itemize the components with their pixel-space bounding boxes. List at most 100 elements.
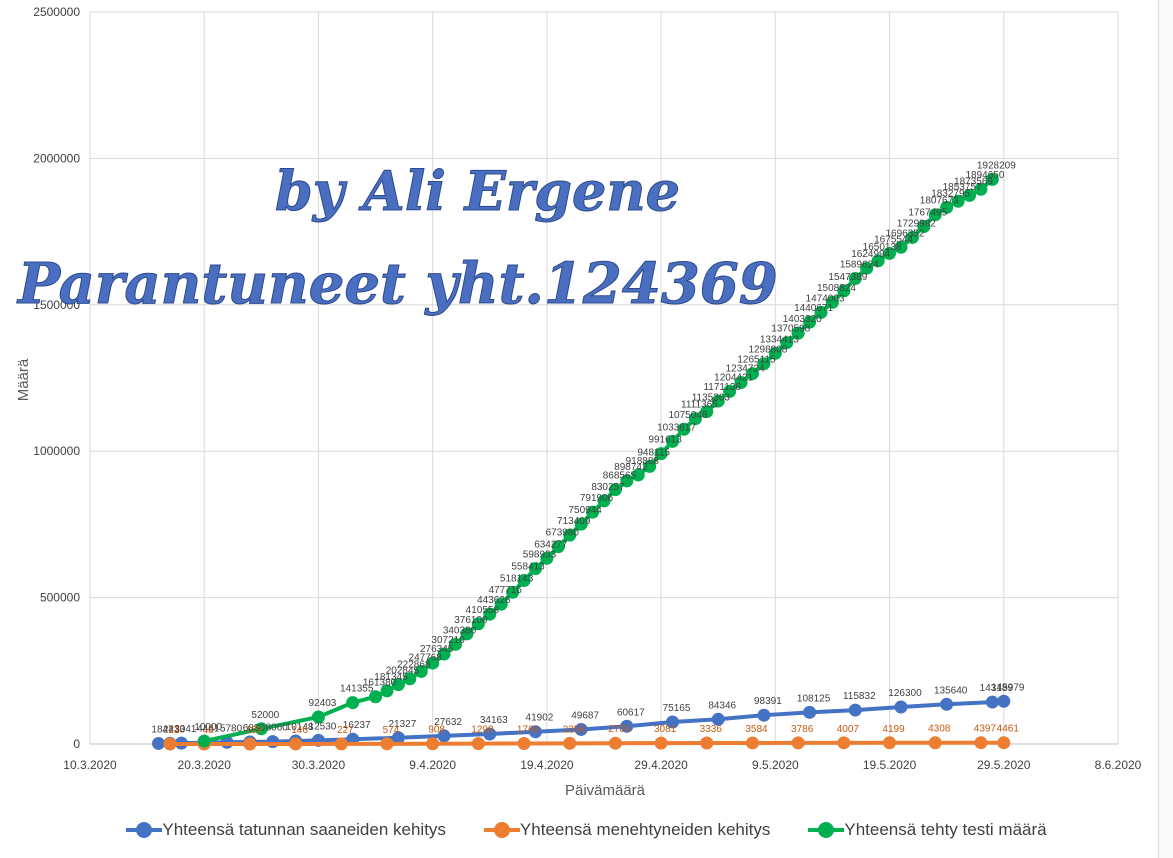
legend-item-deaths: Yhteensä menehtyneiden kehitys bbox=[483, 820, 770, 840]
data-label: 307210 bbox=[431, 635, 465, 646]
data-label: 1204421 bbox=[714, 372, 753, 383]
data-label: 4461 bbox=[197, 724, 220, 735]
data-label: 12530 bbox=[309, 721, 337, 732]
data-point bbox=[814, 305, 828, 319]
x-tick-label: 8.6.2020 bbox=[1095, 758, 1142, 772]
data-label: 410558 bbox=[466, 605, 500, 616]
data-label: 868565 bbox=[603, 471, 637, 482]
data-point bbox=[608, 736, 622, 750]
data-point bbox=[871, 254, 885, 268]
data-point bbox=[517, 736, 531, 750]
data-label: 276345 bbox=[420, 644, 454, 655]
legend: Yhteensä tatunnan saaneiden kehitys Yhte… bbox=[0, 820, 1173, 840]
data-point bbox=[905, 230, 919, 244]
data-point bbox=[654, 447, 668, 461]
data-label: 1847 bbox=[151, 724, 174, 735]
data-label: 673980 bbox=[546, 528, 580, 539]
data-label: 898742 bbox=[614, 462, 648, 473]
data-label: 634277 bbox=[534, 539, 568, 550]
data-point bbox=[608, 483, 622, 497]
data-point bbox=[745, 736, 759, 750]
data-label: 1234724 bbox=[726, 363, 765, 374]
data-point bbox=[528, 725, 542, 739]
data-point bbox=[734, 375, 748, 389]
data-label: 10000 bbox=[194, 722, 222, 733]
data-label: 3041 bbox=[174, 724, 197, 735]
data-point bbox=[494, 597, 508, 611]
data-label: 202845 bbox=[386, 666, 420, 677]
data-point bbox=[620, 474, 634, 488]
data-point bbox=[951, 194, 965, 208]
data-label: 1298808 bbox=[748, 345, 787, 356]
data-label: 1675544 bbox=[874, 234, 913, 245]
data-label: 908 bbox=[428, 725, 445, 736]
data-label: 5780 bbox=[220, 723, 243, 734]
data-label: 991613 bbox=[648, 435, 682, 446]
data-point bbox=[883, 246, 897, 260]
data-label: 1589624 bbox=[840, 260, 879, 271]
data-point bbox=[540, 551, 554, 565]
series-layer bbox=[152, 172, 1011, 751]
scrollbar-strip[interactable] bbox=[1158, 0, 1173, 858]
data-point bbox=[654, 736, 668, 750]
data-point bbox=[471, 617, 485, 631]
data-point bbox=[506, 585, 520, 599]
data-point bbox=[289, 737, 303, 751]
gridlines bbox=[89, 11, 1119, 745]
data-point bbox=[837, 736, 851, 750]
data-point bbox=[803, 705, 817, 719]
data-point bbox=[334, 737, 348, 751]
data-point bbox=[974, 182, 988, 196]
chart: 0 500000 1000000 1500000 2000000 2500000 10.3… bbox=[15, 5, 1142, 799]
data-point bbox=[563, 736, 577, 750]
data-label: 4461 bbox=[997, 724, 1020, 735]
data-label: 1624994 bbox=[851, 249, 890, 260]
data-label: 143189 bbox=[980, 683, 1014, 694]
watermark-recovered: Parantuneet yht.124369 bbox=[16, 251, 778, 317]
data-point bbox=[597, 494, 611, 508]
data-point bbox=[380, 684, 394, 698]
data-point bbox=[517, 573, 531, 587]
data-label: 4397 bbox=[974, 724, 997, 735]
data-point bbox=[483, 607, 497, 621]
y-tick-label: 2000000 bbox=[33, 151, 80, 165]
data-point bbox=[449, 637, 463, 651]
data-point bbox=[940, 200, 954, 214]
data-point bbox=[574, 517, 588, 531]
data-label: 598933 bbox=[523, 550, 557, 561]
data-label: 1729982 bbox=[897, 218, 936, 229]
data-point bbox=[997, 694, 1011, 708]
y-tick-label: 1000000 bbox=[33, 444, 80, 458]
y-tick-label: 500000 bbox=[40, 591, 80, 605]
data-label: 4007 bbox=[837, 724, 860, 735]
data-label: 181345 bbox=[374, 672, 408, 683]
data-point bbox=[860, 261, 874, 275]
x-axis-title: Päivämäärä bbox=[565, 782, 646, 799]
data-label: 84346 bbox=[708, 700, 736, 711]
data-label: 2259 bbox=[563, 724, 586, 735]
data-label: 376100 bbox=[454, 615, 488, 626]
x-tick-label: 9.4.2020 bbox=[409, 758, 456, 772]
data-point bbox=[243, 737, 257, 751]
data-point bbox=[437, 729, 451, 743]
data-point bbox=[163, 737, 177, 751]
data-point bbox=[643, 459, 657, 473]
data-label: 1440671 bbox=[794, 303, 833, 314]
data-label: 21327 bbox=[388, 719, 416, 730]
data-point bbox=[426, 737, 440, 751]
data-point bbox=[380, 737, 394, 751]
data-point bbox=[483, 727, 497, 741]
data-label: 41902 bbox=[526, 713, 554, 724]
data-label: 3081 bbox=[654, 724, 677, 735]
data-label: 3584 bbox=[745, 724, 768, 735]
y-tick-label: 0 bbox=[73, 737, 80, 751]
x-tick-label: 9.5.2020 bbox=[752, 758, 799, 772]
x-tick-label: 30.3.2020 bbox=[292, 758, 346, 772]
data-label: 48 bbox=[203, 725, 215, 736]
data-label: 1334413 bbox=[760, 334, 799, 345]
data-point bbox=[745, 367, 759, 381]
data-point bbox=[620, 719, 634, 733]
data-point bbox=[437, 647, 451, 661]
data-label: 1135363 bbox=[692, 393, 731, 404]
